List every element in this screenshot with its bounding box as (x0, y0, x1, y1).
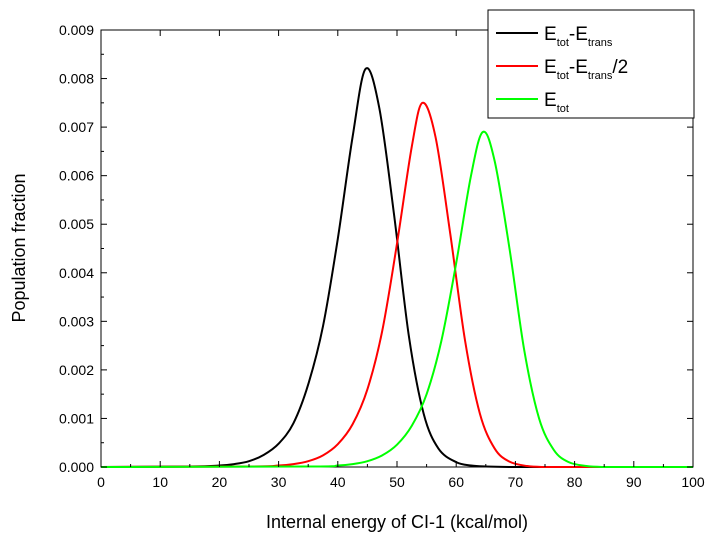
x-tick-label: 100 (681, 474, 705, 490)
legend-label-2: Etot-Etrans/2 (544, 57, 628, 82)
x-axis-title: Internal energy of CI-1 (kcal/mol) (266, 512, 528, 532)
y-tick-label: 0.006 (59, 168, 94, 184)
series-line-2 (100, 101, 693, 469)
x-tick-label: 90 (626, 474, 642, 490)
x-tick-label: 40 (330, 474, 346, 490)
x-tick-label: 50 (389, 474, 405, 490)
x-tick-label: 60 (448, 474, 464, 490)
legend-box (487, 9, 695, 119)
x-tick-label: 70 (508, 474, 524, 490)
x-tick-label: 10 (152, 474, 168, 490)
x-tick-label: 0 (97, 474, 105, 490)
series-layer (100, 67, 693, 469)
y-tick-label: 0.000 (59, 459, 94, 475)
x-tick-label: 80 (567, 474, 583, 490)
axes-layer: 0 10 20 30 40 50 60 70 80 90 100 0.000 0.001 0.002 0.0… (59, 22, 705, 490)
y-tick-label: 0.009 (59, 22, 94, 38)
y-axis-title: Population fraction (9, 173, 29, 322)
y-tick-label: 0.001 (59, 410, 94, 426)
series-line-3 (100, 130, 693, 469)
legend: Etot-Etrans Etot-Etrans/2 Etot (487, 9, 695, 119)
y-tick-label: 0.003 (59, 313, 94, 329)
series-line-1 (100, 67, 693, 469)
legend-label-1: Etot-Etrans (544, 24, 613, 49)
y-tick-label: 0.008 (59, 71, 94, 87)
y-tick-label: 0.007 (59, 119, 94, 135)
y-tick-label: 0.005 (59, 216, 94, 232)
x-tick-label: 30 (271, 474, 287, 490)
legend-label-3: Etot (544, 90, 569, 115)
x-tick-label: 20 (212, 474, 228, 490)
y-tick-label: 0.004 (59, 265, 94, 281)
y-tick-label: 0.002 (59, 362, 94, 378)
